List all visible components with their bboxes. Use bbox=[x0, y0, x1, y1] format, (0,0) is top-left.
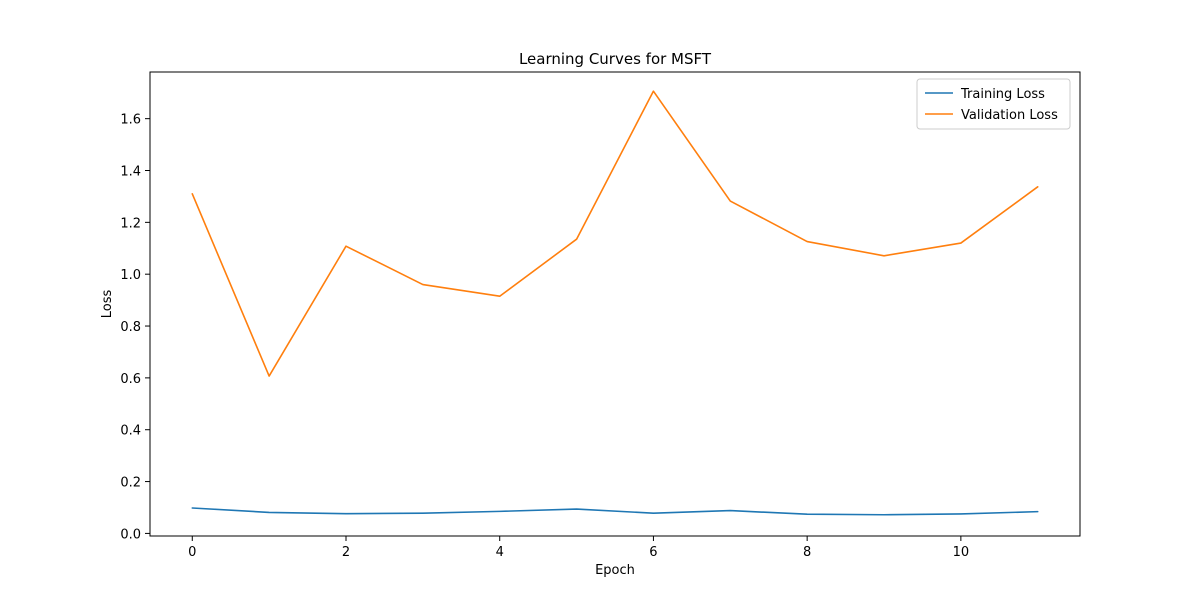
y-tick-label: 1.2 bbox=[120, 216, 141, 231]
series-line-training-loss bbox=[191, 507, 1039, 516]
y-tick-label: 0.2 bbox=[120, 476, 141, 491]
series-line-validation-loss bbox=[191, 90, 1039, 377]
series-layer bbox=[191, 90, 1039, 516]
y-axis: 0.0 0.2 0.4 0.6 0.8 1.0 1.2 1.4 1.6 bbox=[120, 113, 150, 542]
legend-entry-label: Training Loss bbox=[960, 87, 1045, 102]
y-tick-label: 0.6 bbox=[120, 372, 141, 387]
legend-entry-label: Validation Loss bbox=[961, 108, 1058, 123]
chart-title: Learning Curves for MSFT bbox=[519, 50, 712, 68]
x-tick-label: 10 bbox=[953, 545, 970, 560]
x-tick-label: 8 bbox=[803, 545, 811, 560]
x-tick-label: 0 bbox=[188, 545, 196, 560]
x-axis-label: Epoch bbox=[595, 563, 635, 578]
legend-box bbox=[916, 78, 1071, 130]
y-tick-label: 1.0 bbox=[120, 268, 141, 283]
y-tick-label: 1.4 bbox=[120, 165, 141, 180]
y-tick-label: 0.0 bbox=[120, 527, 141, 542]
legend: Training Loss Validation Loss bbox=[916, 78, 1071, 130]
y-tick-label: 1.6 bbox=[120, 113, 141, 128]
x-tick-label: 2 bbox=[342, 545, 350, 560]
y-axis-label: Loss bbox=[100, 290, 115, 319]
y-tick-label: 0.8 bbox=[120, 320, 141, 335]
plot-area-frame bbox=[149, 71, 1081, 537]
x-axis: 0 2 4 6 8 10 bbox=[188, 536, 969, 560]
y-tick-label: 0.4 bbox=[120, 424, 141, 439]
x-tick-label: 4 bbox=[496, 545, 504, 560]
x-tick-label: 6 bbox=[649, 545, 657, 560]
